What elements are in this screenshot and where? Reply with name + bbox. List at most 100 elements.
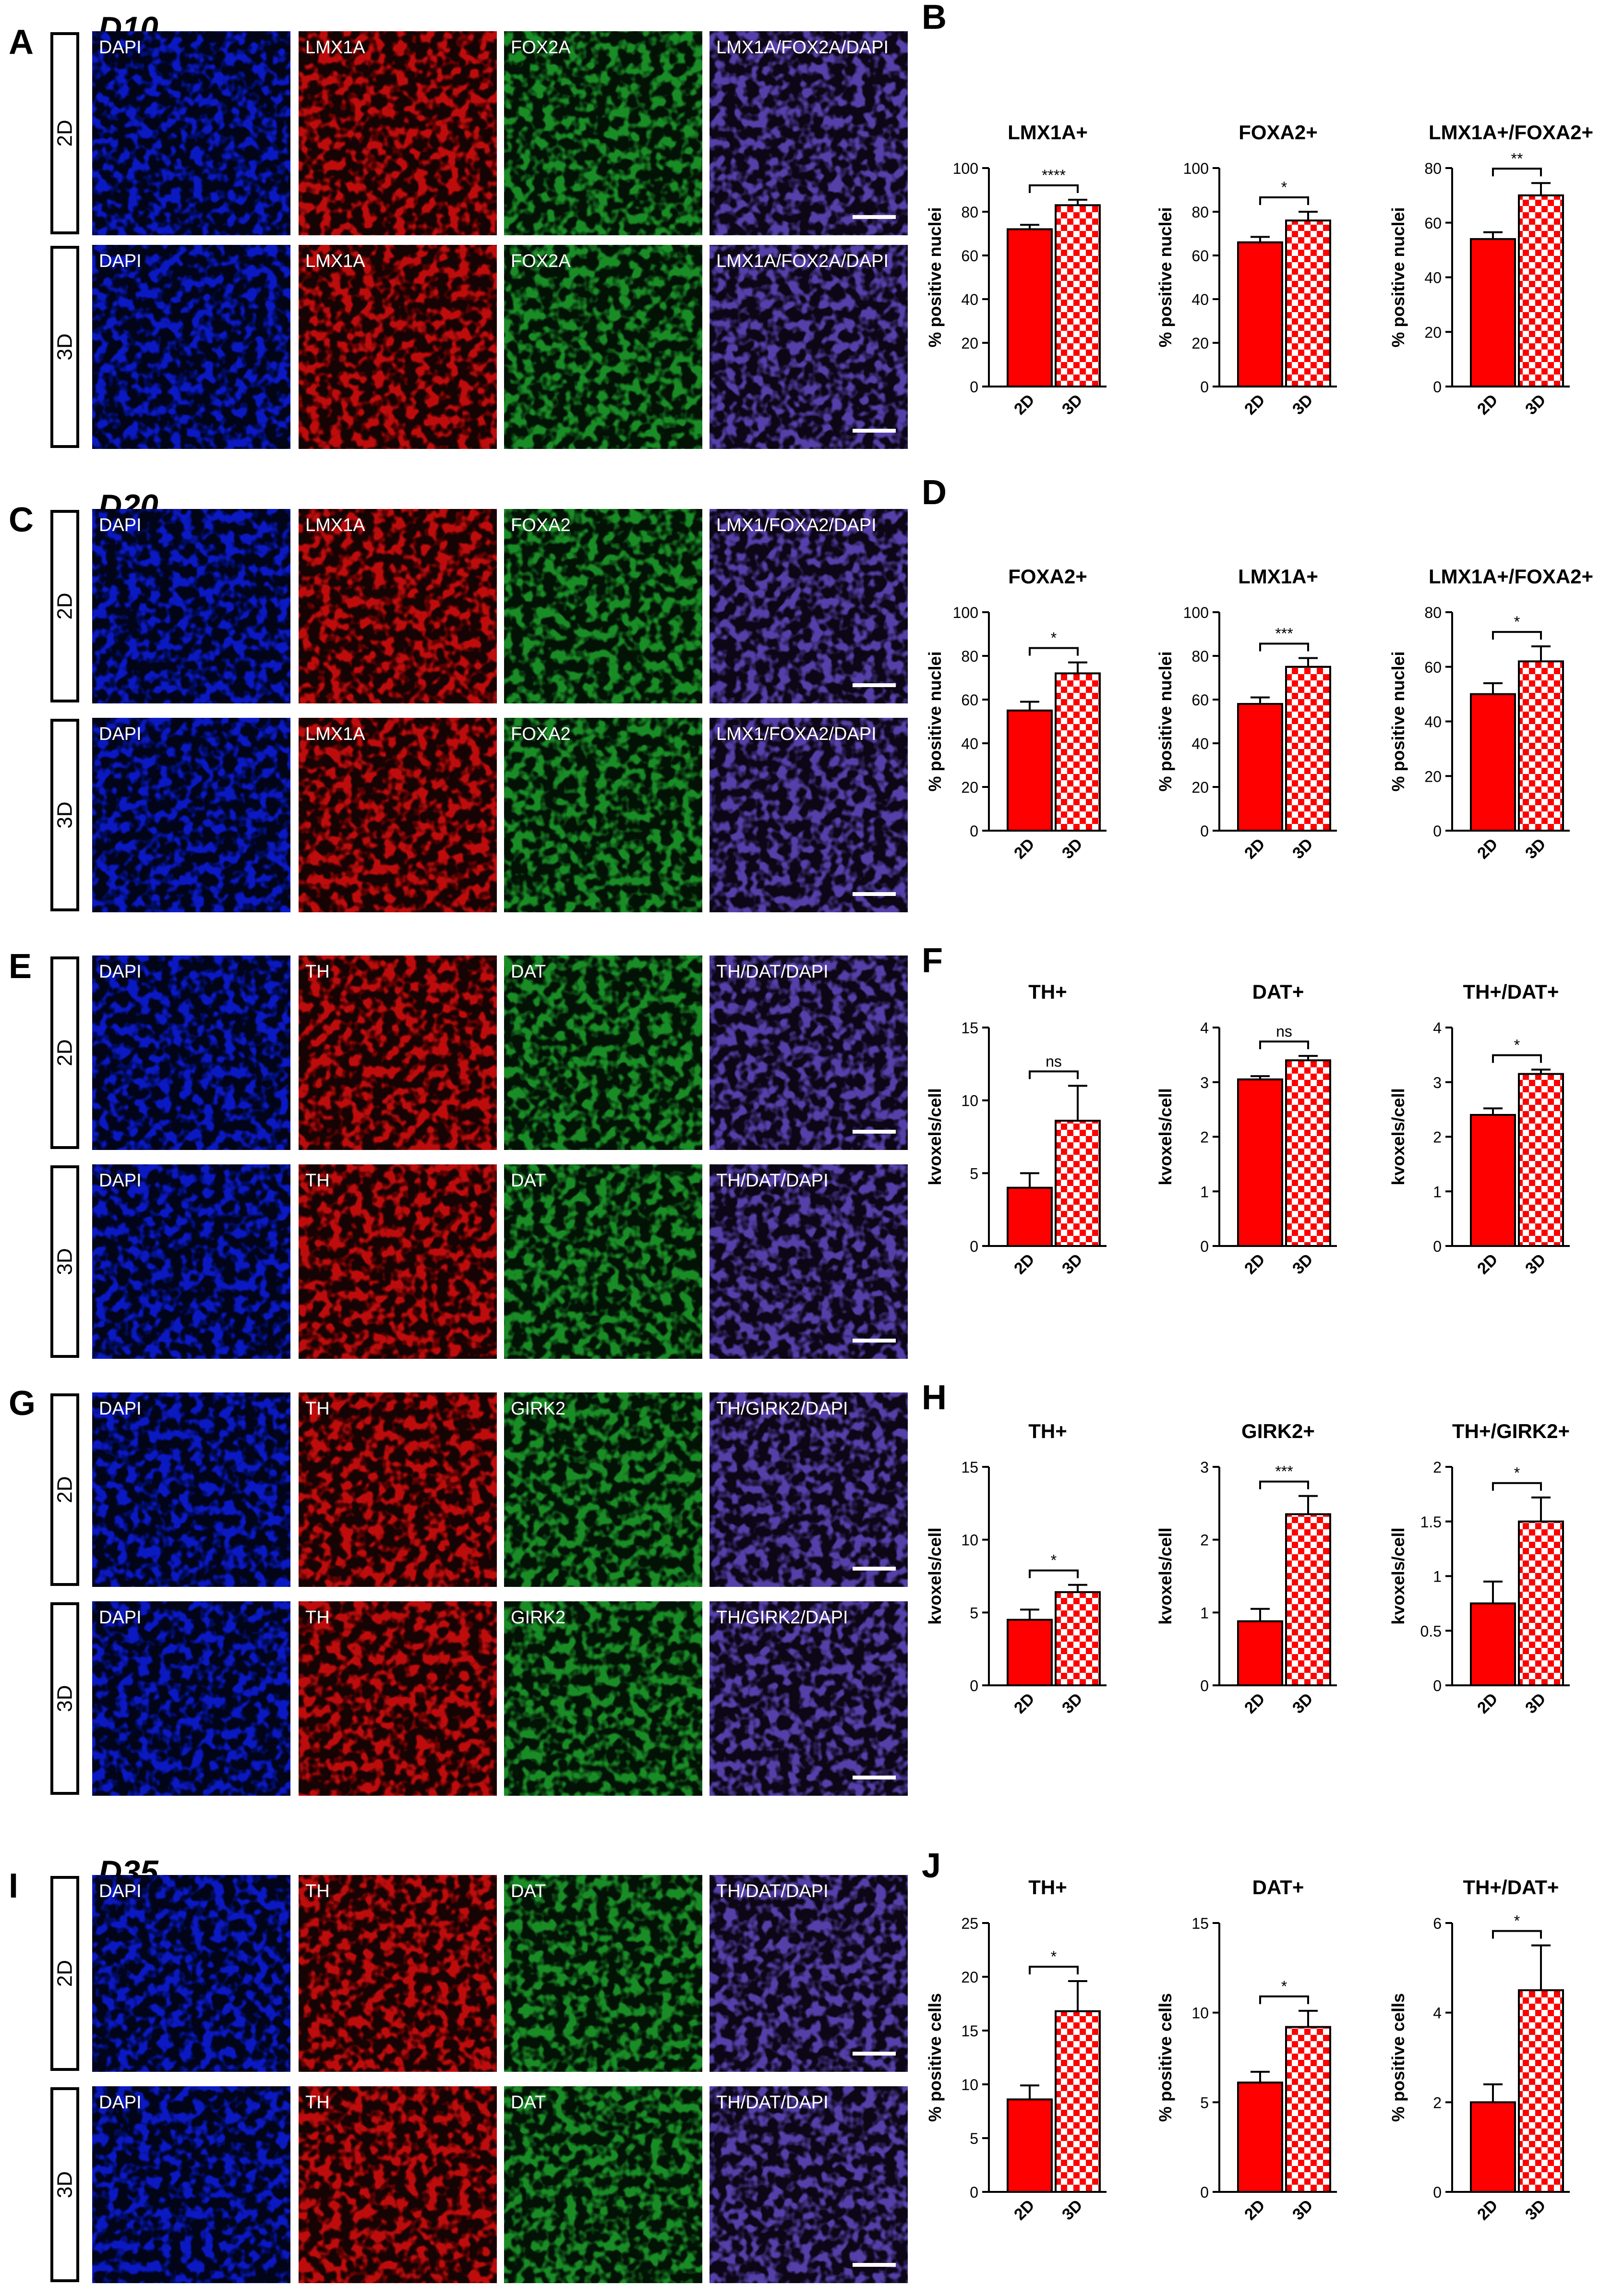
bar-3D [1285,2026,1331,2193]
y-tick-label: 15 [961,1459,978,1476]
x-tick-label: 3D [1289,2196,1317,2224]
channel-label: TH/GIRK2/DAPI [716,1608,848,1628]
channel-label: TH [305,1608,330,1628]
bar-3D [1518,1989,1564,2193]
micrograph-lmx1-foxa2-dapi: LMX1/FOXA2/DAPI [710,509,908,703]
micrograph-signal [299,718,497,912]
y-tick-label: 3 [1200,1074,1209,1091]
y-tick-label: 5 [970,1165,978,1182]
y-tick-label: 0 [1433,378,1442,396]
significance-label: * [1051,1948,1057,1965]
channel-label: LMX1A/FOX2A/DAPI [716,37,889,58]
channel-label: TH/DAT/DAPI [716,1171,829,1191]
y-tick-label: 60 [961,247,978,265]
y-tick-label: 60 [1424,659,1442,676]
significance-bracket [1259,1480,1309,1489]
x-tick-label: 2D [1241,1250,1269,1278]
y-tick-label: 60 [1191,247,1209,265]
y-axis-label: kvoxels/cell [1155,1088,1175,1185]
y-axis-label: kvoxels/cell [925,1088,945,1185]
y-axis-label: kvoxels/cell [1388,1088,1408,1185]
micrograph-signal [710,1875,908,2072]
micrograph-dapi: DAPI [92,718,290,912]
row-label-box [50,1165,79,1358]
micrograph-signal [504,1875,702,2072]
x-tick-label: 2D [1474,2196,1502,2224]
channel-label: DAPI [99,1881,142,1901]
channel-label: DAPI [99,515,142,535]
micrograph-signal [710,718,908,912]
bar-chart-dat-: DAT+ 0 1 2 3 4 kvoxels/cell 2D 3D ns [1155,980,1337,1278]
micrograph-th-dat-dapi: TH/DAT/DAPI [710,1164,908,1359]
micrograph-signal [299,1875,497,2072]
x-tick-label: 2D [1010,391,1038,419]
bar-3D [1055,2010,1101,2193]
x-tick-label: 2D [1474,1250,1502,1278]
bar-chart-dat-: DAT+ 0 5 10 15 % positive cells 2D 3D * [1155,1876,1337,2224]
micrograph-th-dat-dapi: TH/DAT/DAPI [710,1875,908,2072]
y-tick-label: 1 [1200,1604,1209,1621]
row-label-box [50,1602,79,1795]
significance-label: ns [1276,1023,1292,1040]
bar-chart-lmx1a-foxa2-: LMX1A+/FOXA2+ 0 20 40 60 80 % positive nuclei 2… [1388,121,1593,418]
bar-3D [1285,665,1331,832]
micrograph-girk2: GIRK2 [504,1601,702,1796]
y-tick-label: 100 [1183,160,1209,177]
bar-3D [1518,1073,1564,1247]
bar-2D [1237,241,1283,387]
micrograph-panel-E: E 2D DAPI TH DAT TH/DAT/DAPI 3D DAPI TH DAT TH/DAT… [9,947,908,1359]
x-tick-label: 3D [1059,1250,1086,1278]
scale-bar [853,429,896,433]
bar-3D [1055,672,1101,832]
micrograph-lmx1a: LMX1A [299,245,497,449]
micrograph-dapi: DAPI [92,509,290,703]
y-axis-label: % positive cells [1155,1993,1175,2122]
x-tick-label: 3D [1522,835,1550,863]
y-tick-label: 15 [961,2022,978,2040]
channel-label: DAPI [99,724,142,744]
bar-chart-th-: TH+ 0 5 10 15 20 25 % positive cells 2D 3D * [925,1876,1107,2224]
micrograph-th: TH [299,2086,497,2283]
row-label-2D: 2D [50,1393,79,1586]
y-axis-label: % positive nuclei [1155,651,1175,791]
y-tick-label: 0 [1200,2184,1209,2201]
significance-bracket [1029,1569,1079,1578]
micrograph-lmx1a-fox2a-dapi: LMX1A/FOX2A/DAPI [710,245,908,449]
bar-2D [1237,2081,1283,2193]
bar-chart-foxa2-: FOXA2+ 0 20 40 60 80 100 % positive nuclei 2D 3D * [1155,121,1337,418]
row-label-3D: 3D [50,2087,79,2282]
chart-title: FOXA2+ [1239,121,1318,144]
micrograph-th: TH [299,1601,497,1796]
y-tick-label: 0 [1200,1238,1209,1255]
significance-bracket [1492,168,1542,177]
scale-bar [853,1339,896,1343]
row-label-text: 3D [53,2171,77,2198]
significance-label: * [1051,629,1057,647]
panel-letter: D [922,473,947,512]
y-tick-label: 40 [1424,269,1442,287]
x-tick-label: 2D [1010,835,1038,863]
y-axis-label: % positive nuclei [1388,207,1408,347]
micrograph-dapi: DAPI [92,1875,290,2072]
y-tick-label: 15 [961,1019,978,1037]
scale-bar [853,215,896,219]
significance-label: *** [1275,1463,1293,1480]
row-label-2D: 2D [50,510,79,702]
micrograph-signal [92,245,290,449]
significance-bracket [1259,1995,1309,2004]
scale-bar [853,2263,896,2267]
channel-label: DAPI [99,37,142,58]
x-tick-label: 3D [1522,1690,1550,1718]
channel-label: LMX1A/FOX2A/DAPI [716,251,889,271]
y-tick-label: 0 [970,378,978,396]
row-label-text: 3D [53,1248,77,1275]
x-tick-label: 3D [1289,391,1317,419]
y-axis-label: kvoxels/cell [925,1527,945,1624]
bar-2D [1007,2098,1053,2193]
micrograph-dapi: DAPI [92,245,290,449]
micrograph-foxa2: FOXA2 [504,509,702,703]
channel-label: DAT [511,1171,546,1191]
micrograph-lmx1a: LMX1A [299,509,497,703]
